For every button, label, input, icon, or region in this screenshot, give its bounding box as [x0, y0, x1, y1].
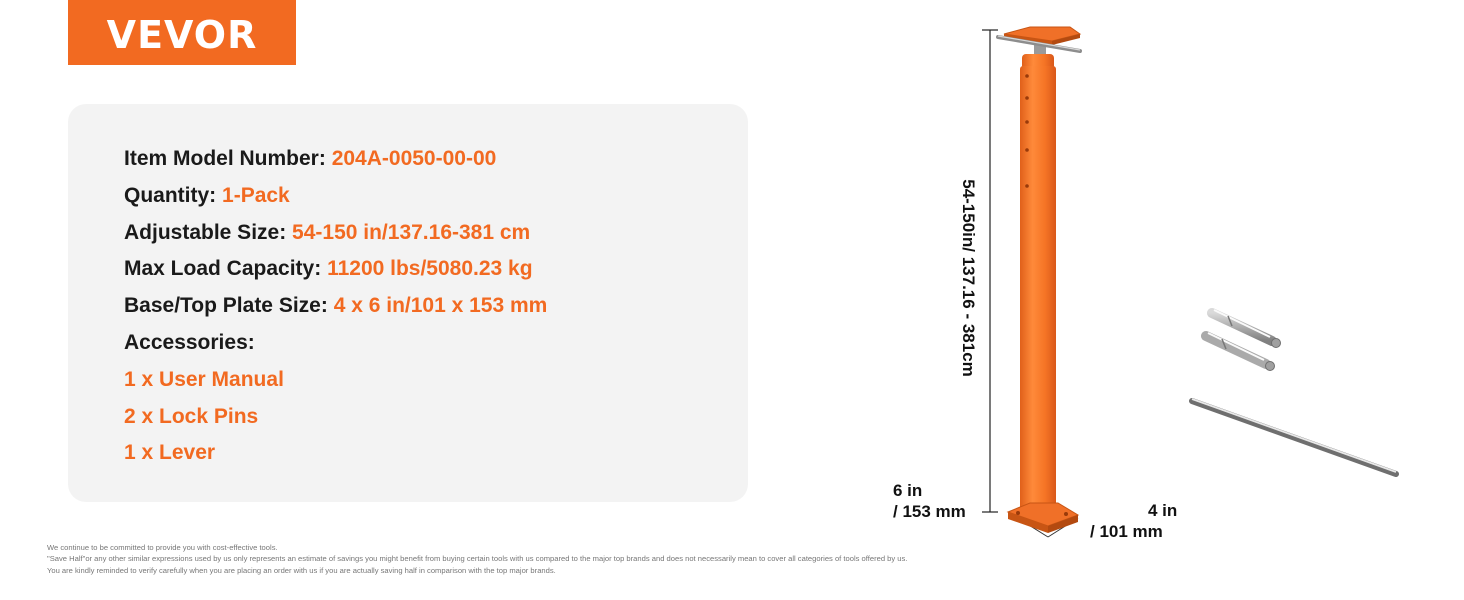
spec-plate-size: Base/Top Plate Size: 4 x 6 in/101 x 153 … — [124, 291, 547, 328]
spec-label: Item Model Number: — [124, 147, 326, 170]
specifications-card: Item Model Number: 204A-0050-00-00 Quant… — [68, 104, 748, 502]
disclaimer: We continue to be committed to provide y… — [47, 542, 907, 576]
height-dimension-line — [982, 29, 998, 513]
spec-accessories-heading: Accessories: — [124, 328, 547, 365]
accessory-item: 2 x Lock Pins — [124, 404, 259, 428]
width-dimension-in: 6 in — [893, 481, 923, 500]
spec-value: 11200 lbs/5080.23 kg — [327, 257, 533, 281]
lever-bar — [1189, 398, 1399, 477]
spec-list: Item Model Number: 204A-0050-00-00 Quant… — [124, 144, 547, 475]
spec-model: Item Model Number: 204A-0050-00-00 — [124, 144, 547, 181]
disclaimer-line: "Save Half"or any other similar expressi… — [47, 554, 908, 564]
logo-text: VEVOR — [106, 12, 258, 57]
spec-label: Base/Top Plate Size: — [124, 294, 328, 318]
spec-label: Adjustable Size: — [124, 220, 287, 244]
disclaimer-line: You are kindly reminded to verify carefu… — [47, 565, 556, 575]
width-dimension: 6 in / 153 mm — [893, 480, 966, 522]
spec-label: Accessories: — [124, 330, 255, 354]
lock-pin — [1201, 331, 1275, 371]
jack-post — [996, 26, 1082, 533]
spec-label: Max Load Capacity: — [124, 257, 322, 281]
disclaimer-line: We continue to be committed to provide y… — [47, 543, 278, 552]
depth-dimension-mm: / 101 mm — [1090, 522, 1163, 541]
depth-dimension: 4 in / 101 mm — [1090, 500, 1177, 542]
width-dimension-mm: / 153 mm — [893, 502, 966, 521]
depth-dimension-in: 4 in — [1148, 501, 1178, 520]
accessory-item: 1 x User Manual — [124, 367, 284, 391]
spec-value: 4 x 6 in/101 x 153 mm — [333, 294, 548, 318]
lock-pins — [1201, 308, 1281, 371]
spec-value: 204A-0050-00-00 — [331, 147, 497, 170]
vevor-logo: VEVOR — [68, 0, 296, 65]
spec-label: Quantity: — [124, 183, 217, 207]
spec-max-load: Max Load Capacity: 11200 lbs/5080.23 kg — [124, 254, 547, 291]
spec-quantity: Quantity: 1-Pack — [124, 181, 547, 218]
accessory-item: 1 x Lever — [124, 441, 216, 465]
lock-pin — [1207, 308, 1281, 348]
height-dimension-label: 54-150in/ 137.16 - 381cm — [959, 179, 978, 377]
spec-value: 54-150 in/137.16-381 cm — [292, 220, 531, 244]
spec-adjustable-size: Adjustable Size: 54-150 in/137.16-381 cm — [124, 218, 547, 255]
spec-value: 1-Pack — [222, 183, 290, 207]
